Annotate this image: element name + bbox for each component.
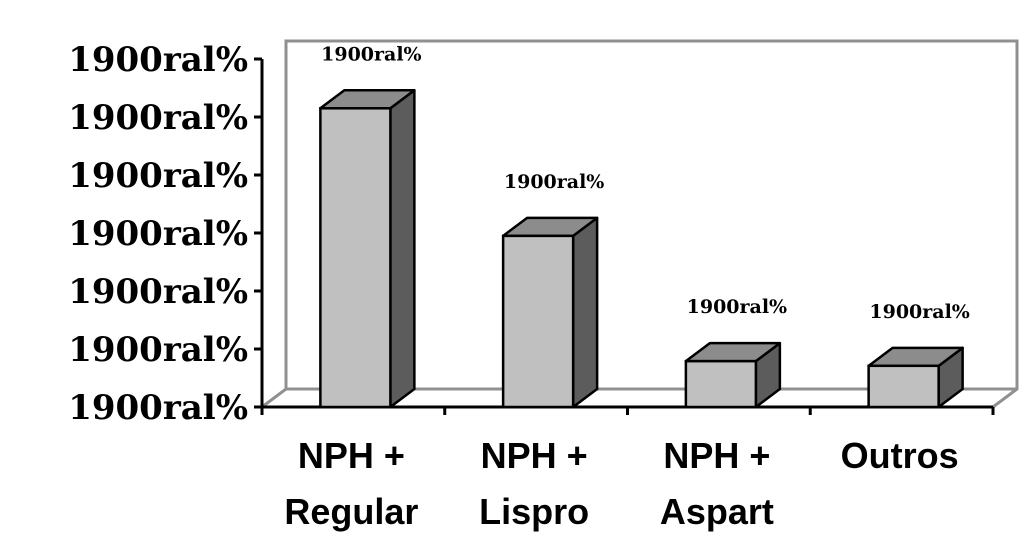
bar-side [389, 89, 416, 409]
y-tick-label: 1900ral% [68, 330, 248, 370]
y-tick-label: 1900ral% [68, 214, 248, 254]
bar [319, 89, 416, 409]
bar [684, 341, 782, 409]
category-label: Regular [284, 491, 418, 532]
x-axis-labels: NPH + Regular NPH + Lispro NPH + Aspart Outros [284, 435, 958, 532]
back-wall [261, 39, 1019, 409]
y-tick-label: 1900ral% [68, 156, 248, 196]
bar-front [684, 359, 758, 409]
data-label: 1900ral% [504, 171, 604, 193]
bars: 1900ral% 1900ral% 1900ral% 1900ral% [319, 43, 970, 409]
bar-front [501, 234, 575, 409]
y-tick-label: 1900ral% [68, 388, 248, 428]
bar [501, 216, 599, 409]
data-label: 1900ral% [321, 43, 421, 65]
category-label: Lispro [479, 491, 589, 532]
y-axis-ticks: 1900ral%1900ral%1900ral%1900ral%1900ral%… [68, 40, 995, 428]
bar [867, 346, 964, 409]
y-tick-label: 1900ral% [68, 40, 248, 80]
category-label: NPH + [663, 435, 770, 476]
bar-front [867, 364, 940, 409]
category-label: NPH + [481, 435, 588, 476]
category-label: Outros [841, 435, 959, 476]
data-label: 1900ral% [687, 296, 787, 318]
category-label: Aspart [660, 491, 774, 532]
y-tick-label: 1900ral% [68, 272, 248, 312]
y-tick-label: 1900ral% [68, 98, 248, 138]
bar-side [571, 216, 599, 409]
category-label: NPH + [298, 435, 405, 476]
bar-front [319, 107, 392, 409]
data-label: 1900ral% [869, 301, 969, 323]
